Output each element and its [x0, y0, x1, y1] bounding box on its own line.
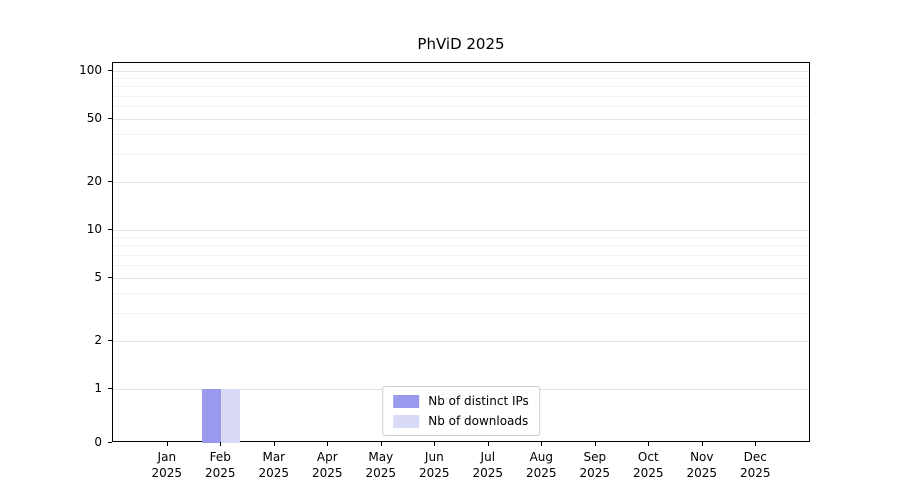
- y-axis-tick-label: 50: [86, 110, 102, 125]
- bar-distinct-ips: [202, 389, 222, 443]
- y-axis-tick-label: 1: [94, 381, 102, 395]
- x-axis-tick-label: Jul 2025: [456, 449, 520, 481]
- y-axis-tick-label: 20: [86, 174, 102, 189]
- gridline-minor: [113, 245, 809, 247]
- legend-swatch: [393, 394, 420, 408]
- y-axis-tick-label: 10: [86, 222, 102, 236]
- gridline-major: [113, 118, 809, 120]
- y-axis-tick-mark: [108, 388, 112, 389]
- x-axis-year-label: 2025: [365, 466, 397, 480]
- x-axis-month-label: Feb: [209, 450, 231, 464]
- x-axis-year-label: 2025: [419, 466, 450, 480]
- y-axis-tick-mark: [108, 340, 112, 342]
- x-axis-month-label: Aug: [529, 450, 554, 464]
- x-axis-tick-mark: [755, 442, 757, 446]
- x-axis-month-label: May: [368, 450, 394, 464]
- gridline-minor: [113, 293, 809, 295]
- x-axis-year-label: 2025: [472, 466, 504, 480]
- legend-label: Nb of distinct IPs: [428, 394, 529, 408]
- x-axis-tick-label: Mar 2025: [242, 449, 306, 481]
- y-axis-tick-label: 5: [94, 269, 102, 284]
- gridline-major: [113, 230, 809, 231]
- legend-item: Nb of distinct IPs: [393, 394, 529, 408]
- gridline-minor: [113, 86, 809, 88]
- x-axis-tick-label: Apr 2025: [295, 449, 359, 481]
- y-axis-tick-mark: [108, 276, 112, 278]
- gridline-minor: [113, 154, 809, 156]
- y-axis-tick-mark: [108, 70, 112, 71]
- gridline-major: [113, 277, 809, 279]
- x-axis-year-label: 2025: [686, 466, 718, 480]
- y-axis-tick-mark: [108, 181, 112, 183]
- x-axis-tick-mark: [434, 442, 436, 446]
- x-axis-tick-mark: [273, 442, 275, 446]
- x-axis-year-label: 2025: [579, 466, 611, 480]
- gridline-minor: [113, 237, 809, 239]
- x-axis-year-label: 2025: [633, 466, 664, 480]
- x-axis-tick-label: Nov 2025: [670, 449, 734, 481]
- gridline-minor: [113, 78, 809, 80]
- x-axis-month-label: Jul: [480, 450, 496, 464]
- legend-swatch: [393, 414, 420, 428]
- chart-title: PhViD 2025: [417, 35, 505, 53]
- x-axis-month-label: Sep: [583, 450, 607, 464]
- legend-label: Nb of downloads: [428, 414, 529, 428]
- gridline-minor: [113, 265, 809, 267]
- x-axis-tick-mark: [166, 442, 168, 446]
- x-axis-tick-mark: [487, 442, 489, 446]
- x-axis-tick-mark: [701, 442, 703, 446]
- x-axis-tick-mark: [327, 442, 329, 446]
- y-axis-tick-mark: [108, 117, 112, 119]
- gridline-minor: [113, 313, 809, 315]
- x-axis-tick-label: May 2025: [349, 449, 413, 481]
- gridline-major: [113, 341, 809, 343]
- x-axis-month-label: Nov: [690, 450, 714, 464]
- x-axis-year-label: 2025: [740, 466, 771, 480]
- x-axis-tick-label: Jan 2025: [135, 449, 199, 481]
- x-axis-tick-label: Aug 2025: [509, 449, 573, 481]
- y-axis-tick-mark: [108, 229, 112, 230]
- x-axis-year-label: 2025: [258, 466, 290, 480]
- x-axis-year-label: 2025: [312, 466, 343, 480]
- gridline-minor: [113, 95, 809, 97]
- y-axis-tick-label: 100: [79, 63, 102, 77]
- x-axis-month-label: Jun: [424, 450, 444, 464]
- x-axis-tick-mark: [220, 442, 222, 446]
- x-axis-month-label: Apr: [316, 450, 338, 464]
- x-axis-month-label: Dec: [743, 450, 767, 464]
- x-axis-year-label: 2025: [526, 466, 557, 480]
- plot-area: Nb of distinct IPs Nb of downloads: [112, 62, 810, 443]
- y-axis-tick-label: 0: [94, 435, 102, 449]
- x-axis-tick-label: Jun 2025: [402, 449, 466, 481]
- x-axis-month-label: Mar: [262, 450, 286, 464]
- x-axis-tick-mark: [648, 442, 650, 446]
- x-axis-year-label: 2025: [151, 466, 183, 480]
- x-axis-tick-label: Sep 2025: [563, 449, 627, 481]
- x-axis-tick-mark: [541, 442, 543, 446]
- x-axis-month-label: Oct: [637, 450, 659, 464]
- gridline-major: [113, 182, 809, 184]
- gridline-minor: [113, 254, 809, 256]
- x-axis-tick-label: Dec 2025: [723, 449, 787, 481]
- x-axis-month-label: Jan: [157, 450, 177, 464]
- x-axis-tick-label: Oct 2025: [616, 449, 680, 481]
- x-axis-tick-mark: [380, 442, 382, 446]
- x-axis-tick-label: Feb 2025: [188, 449, 252, 481]
- bar-downloads: [221, 389, 241, 443]
- x-axis-year-label: 2025: [205, 466, 236, 480]
- y-axis-tick-mark: [108, 442, 112, 443]
- legend-item: Nb of downloads: [393, 414, 529, 428]
- x-axis-tick-mark: [594, 442, 596, 446]
- gridline-minor: [113, 134, 809, 136]
- y-axis-tick-label: 2: [94, 333, 102, 348]
- gridline-minor: [113, 106, 809, 108]
- gridline-major: [113, 71, 809, 72]
- legend: Nb of distinct IPs Nb of downloads: [382, 386, 540, 436]
